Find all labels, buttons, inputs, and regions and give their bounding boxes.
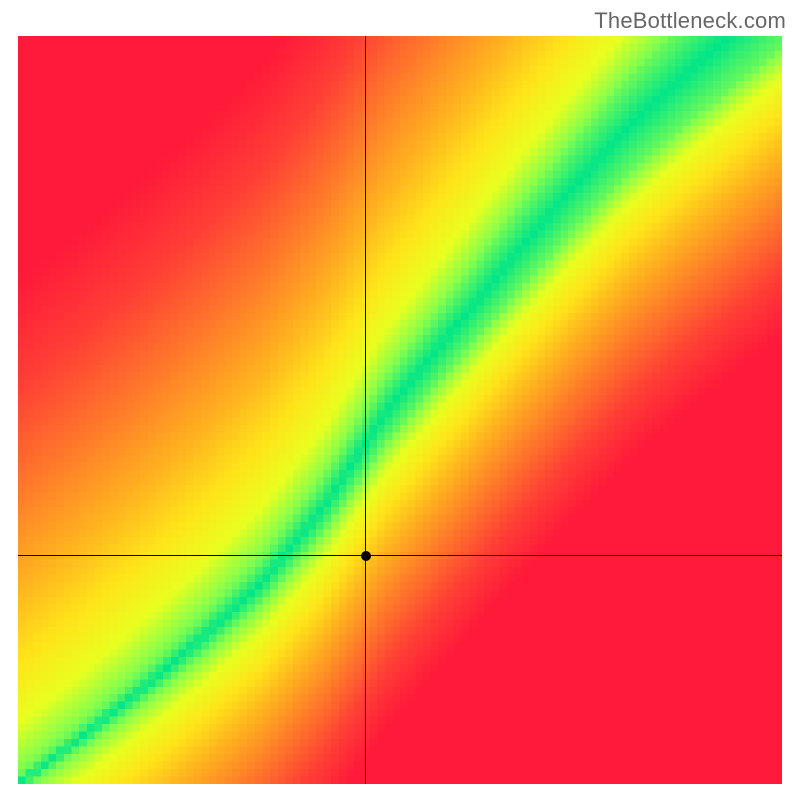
- crosshair-vertical: [365, 36, 366, 784]
- chart-container: TheBottleneck.com: [0, 0, 800, 800]
- crosshair-marker: [361, 551, 371, 561]
- crosshair-horizontal: [18, 555, 782, 556]
- watermark-label: TheBottleneck.com: [594, 8, 786, 34]
- bottleneck-heatmap: [18, 36, 782, 784]
